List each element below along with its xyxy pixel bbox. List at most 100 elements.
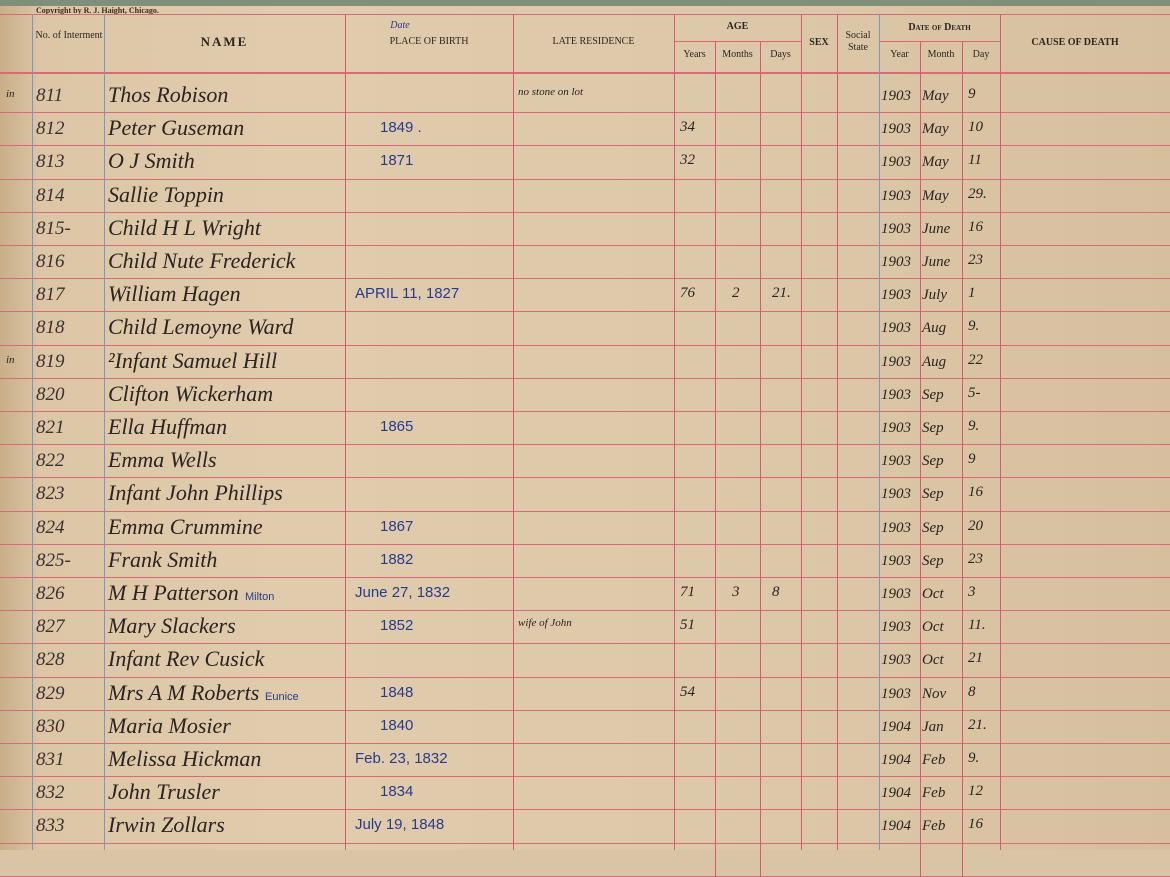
interment-number: 823	[36, 483, 65, 504]
death-year: 1903	[881, 619, 911, 635]
death-month: June	[922, 254, 951, 270]
row-rule	[0, 212, 1170, 213]
death-day: 29.	[968, 186, 987, 202]
header-year: Year	[890, 49, 909, 60]
death-year: 1903	[881, 320, 911, 336]
column-rule	[801, 14, 802, 850]
death-month: Nov	[922, 686, 947, 702]
death-day: 9	[968, 451, 976, 467]
deceased-name: Infant Rev Cusick	[108, 646, 265, 671]
death-year: 1903	[881, 453, 911, 469]
death-day: 9	[968, 86, 976, 102]
death-month: Sep	[922, 553, 944, 569]
death-day: 8	[968, 684, 976, 700]
row-rule	[0, 809, 1170, 810]
deceased-name: Child Lemoyne Ward	[108, 314, 294, 339]
age-years: 76	[680, 285, 695, 301]
deceased-name: Melissa Hickman	[108, 746, 262, 771]
header-years: Years	[683, 49, 706, 60]
death-month: July	[922, 287, 947, 303]
header-sex: SEX	[809, 37, 829, 48]
age-months: 3	[732, 584, 740, 600]
death-day: 22	[968, 352, 983, 368]
birth-date: 1834	[380, 783, 414, 800]
row-rule	[0, 378, 1170, 379]
header-cause-of-death: CAUSE OF DEATH	[1031, 37, 1119, 48]
interment-number: 813	[36, 151, 65, 172]
deceased-name: Emma Wells	[108, 447, 217, 472]
birth-date: 1848	[380, 684, 414, 701]
birth-date: 1865	[380, 418, 414, 435]
death-day: 16	[968, 816, 983, 832]
row-rule	[0, 677, 1170, 678]
age-years: 32	[680, 152, 695, 168]
death-month: Oct	[922, 652, 944, 668]
row-rule	[0, 179, 1170, 180]
death-year: 1904	[881, 752, 911, 768]
death-year: 1903	[881, 553, 911, 569]
death-year: 1903	[881, 287, 911, 303]
column-rule	[760, 41, 761, 877]
age-subrule	[674, 41, 801, 42]
death-month: Sep	[922, 486, 944, 502]
row-rule	[0, 511, 1170, 512]
header-date-of-death: Date of Death	[908, 22, 971, 33]
name-annotation: Eunice	[265, 691, 299, 703]
deceased-name: Irwin Zollars	[108, 812, 225, 837]
age-days: 8	[772, 584, 780, 600]
deceased-name: O J Smith	[108, 148, 195, 173]
header-name: NAME	[200, 34, 249, 49]
death-year: 1903	[881, 520, 911, 536]
column-rule	[879, 14, 880, 850]
death-month: Feb	[922, 752, 946, 768]
column-rule	[837, 14, 838, 850]
deceased-name: M H Patterson	[108, 580, 239, 605]
birth-date: 1840	[380, 717, 414, 734]
death-month: May	[922, 154, 949, 170]
interment-number: 822	[36, 450, 65, 471]
interment-number: 819	[36, 351, 65, 372]
margin-note: in	[6, 88, 15, 100]
death-year: 1903	[881, 254, 911, 270]
row-rule	[0, 710, 1170, 711]
death-year: 1904	[881, 818, 911, 834]
deceased-name: Ella Huffman	[108, 414, 228, 439]
birth-date: Feb. 23, 1832	[355, 750, 448, 767]
name-annotation: Milton	[245, 591, 275, 603]
deceased-name: Frank Smith	[108, 547, 218, 572]
row-rule	[0, 444, 1170, 445]
row-rule	[0, 278, 1170, 279]
interment-number: 829	[36, 683, 65, 704]
death-day: 5-	[968, 385, 981, 401]
death-month: Aug	[922, 354, 947, 370]
age-years: 51	[680, 617, 695, 633]
late-residence: wife of John	[518, 617, 572, 629]
row-rule	[0, 411, 1170, 412]
deceased-name: William Hagen	[108, 281, 241, 306]
death-year: 1903	[881, 420, 911, 436]
interment-number: 811	[36, 85, 64, 106]
interment-number: 821	[36, 417, 65, 438]
interment-number: 824	[36, 517, 65, 538]
header-late-residence: LATE RESIDENCE	[552, 36, 635, 47]
column-rule	[920, 41, 921, 877]
death-day: 23	[968, 252, 983, 268]
header-months: Months	[722, 49, 753, 60]
deceased-name: Maria Mosier	[108, 713, 231, 738]
header-place-of-birth: PLACE OF BIRTH	[389, 36, 469, 47]
column-rule	[1000, 14, 1001, 850]
death-month: Feb	[922, 818, 946, 834]
interment-number: 830	[36, 716, 65, 737]
death-year: 1903	[881, 387, 911, 403]
death-year: 1903	[881, 154, 911, 170]
row-rule	[0, 776, 1170, 777]
death-year: 1903	[881, 221, 911, 237]
death-year: 1903	[881, 486, 911, 502]
row-rule	[0, 112, 1170, 113]
column-rule	[345, 14, 346, 850]
death-month: Sep	[922, 520, 944, 536]
row-rule	[0, 843, 1170, 844]
death-month: Oct	[922, 619, 944, 635]
death-day: 1	[968, 285, 976, 301]
